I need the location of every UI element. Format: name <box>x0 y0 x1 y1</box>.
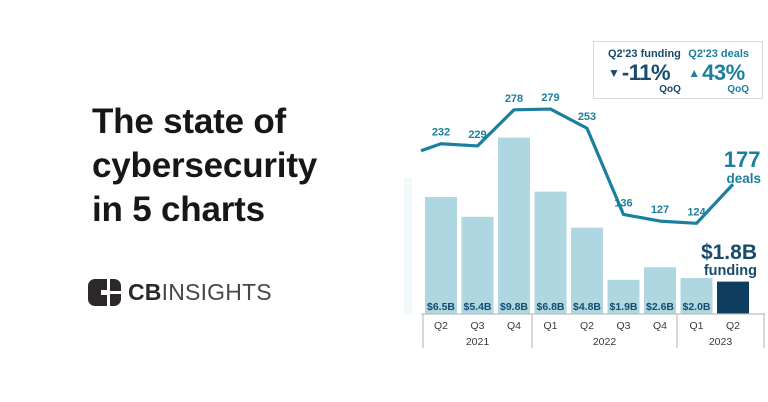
funding-bar <box>644 267 676 314</box>
title-line-3: in 5 charts <box>92 190 265 229</box>
qoq-stat-box: Q2'23 funding ▼ -11% QoQ Q2'23 deals ▲ 4… <box>593 41 763 99</box>
page-title: The state of cybersecurity in 5 charts <box>92 100 392 232</box>
deals-point-label: 229 <box>468 129 486 141</box>
quarter-tick-label: Q4 <box>507 320 521 332</box>
quarter-tick-label: Q3 <box>470 320 484 332</box>
clipped-edge-bar <box>404 178 412 314</box>
logo-b-bottom-block <box>110 294 121 306</box>
funding-stat-value: -11% <box>621 60 671 85</box>
quarter-tick-label: Q2 <box>726 320 740 332</box>
funding-bar-value-label: $5.4B <box>463 301 491 313</box>
year-label: 2021 <box>466 336 490 348</box>
funding-bar-value-label: $1.9B <box>609 301 637 313</box>
quarter-tick-label: Q1 <box>543 320 557 332</box>
funding-highlight-value: $1.8B <box>701 241 757 264</box>
quarter-tick-label: Q2 <box>434 320 448 332</box>
funding-bar-value-label: $9.8B <box>500 301 528 313</box>
logo-c-notch <box>101 290 107 295</box>
funding-bar <box>425 197 457 314</box>
deals-point-label: 253 <box>578 111 596 123</box>
cbinsights-logo-icon <box>88 279 121 306</box>
deals-point-label: 127 <box>651 204 669 216</box>
title-line-1: The state of <box>92 102 287 141</box>
logo-text-cb: CB <box>128 279 162 305</box>
quarter-tick-label: Q4 <box>653 320 667 332</box>
down-triangle-icon: ▼ <box>608 66 620 80</box>
logo-wordmark: CBINSIGHTS <box>128 279 272 306</box>
funding-bar-value-label: $6.5B <box>427 301 455 313</box>
funding-bar-value-label: $4.8B <box>573 301 601 313</box>
quarter-tick-label: Q1 <box>689 320 703 332</box>
deals-point-label: 279 <box>541 92 559 104</box>
deals-point-label: 232 <box>432 127 450 139</box>
funding-stat-qoq: QoQ <box>659 84 681 95</box>
deals-stat: Q2'23 deals ▲ 43% QoQ <box>688 48 749 95</box>
funding-bar-value-label: $2.6B <box>646 301 674 313</box>
funding-bar-value-label: $6.8B <box>536 301 564 313</box>
deals-line <box>420 107 735 225</box>
deals-stat-qoq: QoQ <box>727 84 749 95</box>
funding-bar <box>680 278 713 314</box>
cbinsights-logo: CBINSIGHTS <box>88 279 272 306</box>
funding-highlight-unit: funding <box>704 263 757 279</box>
quarter-tick-label: Q2 <box>580 320 594 332</box>
deals-highlight-unit: deals <box>726 171 761 186</box>
deals-stat-label: Q2'23 deals <box>688 48 749 60</box>
logo-b-top-block <box>110 279 121 291</box>
funding-stat-label: Q2'23 funding <box>608 48 681 60</box>
funding-bar <box>571 227 603 314</box>
logo-text-insights: INSIGHTS <box>161 279 272 305</box>
funding-bar-value-label: $2.0B <box>682 301 710 313</box>
year-label: 2022 <box>593 336 617 348</box>
quarter-tick-label: Q3 <box>616 320 630 332</box>
logo-c-block <box>88 279 107 306</box>
funding-deals-combo-chart: $6.5B $5.4B $9.8B $6.8B $4.8B $1.9B $2.6B $2.0B… <box>404 92 765 348</box>
funding-bar <box>534 191 567 314</box>
deals-point-label: 136 <box>614 197 632 209</box>
funding-bar <box>498 137 530 314</box>
funding-bar-highlight <box>717 281 749 314</box>
funding-stat: Q2'23 funding ▼ -11% QoQ <box>608 48 681 95</box>
deals-highlight-value: 177 <box>724 147 761 172</box>
year-label: 2023 <box>709 336 733 348</box>
deals-point-label: 124 <box>687 206 706 218</box>
funding-bar <box>607 279 640 314</box>
deals-point-label: 278 <box>505 93 523 105</box>
funding-bar <box>461 216 494 314</box>
deals-stat-value: 43% <box>702 60 745 85</box>
up-triangle-icon: ▲ <box>688 66 701 80</box>
title-line-2: cybersecurity <box>92 146 318 185</box>
